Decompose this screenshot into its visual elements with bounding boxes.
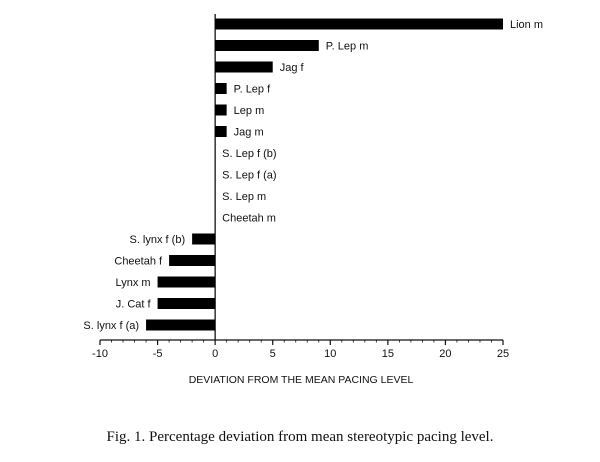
bar [215, 61, 273, 73]
bars [146, 18, 503, 331]
x-tick-label: 15 [382, 348, 394, 360]
bar [157, 298, 216, 309]
bar-label: Lynx m [116, 277, 151, 289]
bar [215, 83, 227, 94]
bar-label: Jag m [234, 127, 264, 139]
bar [192, 233, 216, 245]
bar [215, 18, 503, 30]
figure-caption: Fig. 1. Percentage deviation from mean s… [106, 429, 494, 445]
bar-label: Jag f [280, 62, 305, 74]
x-tick-label: 0 [212, 348, 218, 360]
bar [146, 319, 216, 331]
bar [157, 276, 216, 288]
bar-labels: Lion m P. Lep m Jag f P. Lep f Lep m Jag m S. … [83, 19, 543, 332]
bar-label: Cheetah m [222, 213, 276, 225]
bar-label: Lion m [510, 19, 543, 31]
bar-label: P. Lep m [326, 41, 369, 53]
bar-label: S. Lep f (b) [222, 148, 276, 160]
bar-label: S. Lep f (a) [222, 170, 276, 182]
x-tick-label: 25 [497, 348, 509, 360]
bar-label: S. lynx f (a) [83, 320, 139, 332]
x-tick-label: -5 [153, 348, 163, 360]
x-tick-label: 5 [270, 348, 276, 360]
bar [215, 126, 227, 137]
bar [215, 40, 319, 51]
x-axis-title: DEVIATION FROM THE MEAN PACING LEVEL [189, 374, 414, 386]
bar-label: S. lynx f (b) [129, 234, 185, 246]
bar-label: S. Lep m [222, 191, 266, 203]
bar-label: Cheetah f [114, 256, 163, 268]
bar [169, 255, 216, 266]
x-tick-label: 20 [439, 348, 451, 360]
x-tick-label: 10 [324, 348, 336, 360]
bar-label: J. Cat f [116, 299, 152, 311]
x-tick-label: -10 [92, 348, 108, 360]
bar [215, 104, 227, 116]
bar-label: Lep m [234, 105, 265, 117]
bar-label: P. Lep f [234, 84, 271, 96]
